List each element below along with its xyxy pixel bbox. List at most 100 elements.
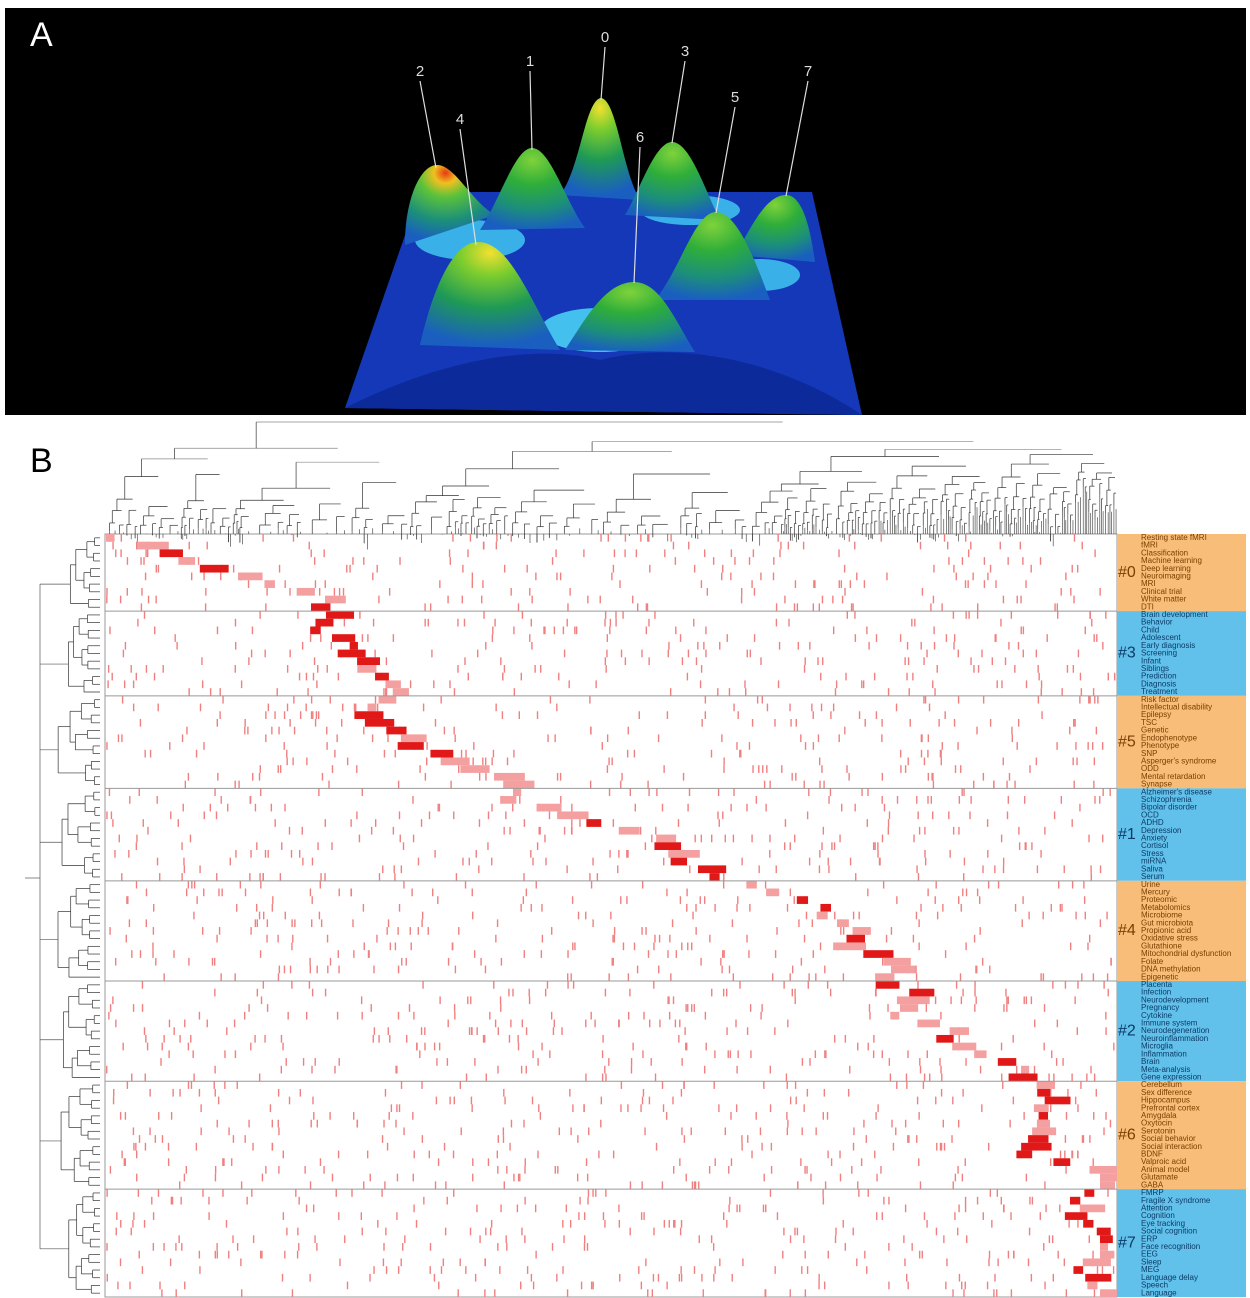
heat-block	[1100, 1173, 1119, 1182]
heat-tick	[648, 534, 650, 542]
heat-tick	[126, 896, 128, 904]
heat-tick	[646, 603, 649, 612]
heat-tick	[888, 1058, 891, 1066]
heat-tick	[211, 957, 214, 966]
heat-tick	[214, 1173, 217, 1182]
heat-tick	[722, 988, 725, 997]
heat-tick	[1083, 896, 1086, 904]
heat-tick	[1107, 672, 1109, 681]
heat-tick	[517, 603, 520, 612]
heat-tick	[856, 1258, 858, 1267]
heat-tick	[528, 988, 530, 997]
heat-tick	[178, 1235, 180, 1244]
heat-tick	[1049, 1158, 1052, 1166]
heat-tick	[266, 587, 268, 596]
heat-tick	[453, 811, 455, 820]
heat-tick	[920, 903, 922, 912]
heat-tick	[876, 1212, 878, 1220]
heat-tick	[447, 595, 449, 604]
heat-tick	[598, 1150, 600, 1159]
heat-tick	[769, 1104, 772, 1113]
heat-tick	[1000, 618, 1002, 627]
heat-tick	[732, 973, 735, 982]
heat-tick	[1033, 1065, 1036, 1074]
heat-tick	[563, 826, 566, 835]
heat-tick	[1099, 865, 1102, 874]
heat-tick	[302, 1058, 305, 1066]
heat-tick	[585, 1158, 588, 1166]
heat-tick	[138, 1250, 140, 1259]
term-label: Microglia	[1141, 1042, 1174, 1051]
heat-tick	[944, 711, 946, 719]
heat-tick	[672, 541, 675, 550]
heat-tick	[387, 734, 389, 743]
heat-tick	[512, 988, 514, 997]
heat-tick	[119, 1258, 122, 1267]
heat-block	[106, 534, 115, 542]
heat-tick	[1084, 911, 1086, 920]
heat-tick	[612, 564, 615, 573]
heat-tick	[833, 842, 836, 850]
heat-tick	[904, 657, 906, 666]
heat-tick	[144, 572, 147, 581]
heat-tick	[259, 873, 261, 881]
heat-tick	[503, 1088, 505, 1097]
heat-tick	[741, 1142, 743, 1151]
term-label: Hippocampus	[1141, 1096, 1190, 1105]
heat-tick	[723, 757, 725, 766]
heat-tick	[899, 749, 902, 758]
heat-block	[500, 796, 517, 804]
heat-tick	[499, 1266, 501, 1274]
heat-tick	[726, 1219, 728, 1228]
heat-tick	[398, 1104, 401, 1113]
heat-tick	[1088, 1235, 1090, 1244]
heat-tick	[941, 742, 944, 750]
heat-tick	[789, 973, 791, 982]
heat-tick	[940, 1142, 943, 1151]
heat-tick	[760, 572, 762, 581]
heat-block	[349, 641, 358, 650]
heat-tick	[209, 803, 212, 812]
heat-tick	[312, 711, 314, 719]
heat-tick	[1036, 865, 1039, 874]
term-label: Placenta	[1141, 980, 1173, 989]
heat-tick	[1022, 896, 1024, 904]
heat-tick	[917, 811, 919, 820]
heat-tick	[152, 1212, 155, 1220]
heat-tick	[821, 842, 823, 850]
heat-tick	[1101, 742, 1104, 750]
heat-block	[159, 549, 183, 558]
heat-tick	[958, 1204, 960, 1213]
heat-tick	[338, 587, 341, 596]
heat-tick	[1053, 811, 1056, 820]
heat-tick	[487, 811, 490, 820]
heat-tick	[916, 865, 918, 874]
heat-tick	[691, 1004, 693, 1012]
heat-tick	[136, 541, 138, 550]
heat-tick	[490, 1219, 493, 1228]
term-label: Propionic acid	[1141, 926, 1191, 935]
heat-tick	[852, 603, 854, 612]
heat-tick	[284, 911, 286, 920]
heat-tick	[203, 811, 205, 820]
heat-tick	[532, 1050, 534, 1059]
heat-tick	[1052, 1273, 1055, 1282]
heat-tick	[1027, 1258, 1030, 1267]
heat-tick	[784, 842, 786, 850]
heat-tick	[806, 1165, 808, 1174]
heat-tick	[693, 1004, 696, 1012]
heat-tick	[808, 857, 811, 866]
heat-tick	[830, 1158, 833, 1166]
heat-tick	[913, 834, 915, 843]
heat-tick	[141, 981, 144, 989]
heat-tick	[668, 641, 670, 650]
heat-tick	[940, 1065, 942, 1074]
cluster-label: #5	[1118, 733, 1136, 750]
heat-tick	[439, 996, 441, 1005]
heat-tick	[317, 842, 319, 850]
heat-tick	[295, 1189, 297, 1197]
heat-tick	[904, 1204, 907, 1213]
heat-tick	[394, 942, 397, 951]
heat-tick	[1079, 803, 1081, 812]
heat-tick	[680, 1088, 683, 1097]
